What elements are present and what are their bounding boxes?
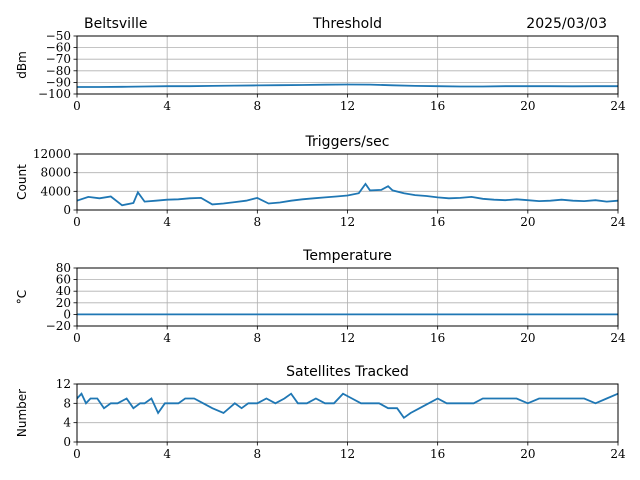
satellites-xtick-label: 8 xyxy=(254,447,262,461)
threshold-ytick-label: −80 xyxy=(46,64,71,78)
threshold-xtick-label: 24 xyxy=(610,99,626,113)
temperature-ytick-label: 0 xyxy=(63,307,71,321)
threshold-ytick-label: −60 xyxy=(46,41,71,55)
threshold-ytick-label: −90 xyxy=(46,75,71,89)
temperature-ytick-label: 40 xyxy=(56,284,71,298)
satellites-series-line xyxy=(77,392,618,420)
satellites-ytick-label: 0 xyxy=(63,435,71,449)
threshold-xtick-label: 0 xyxy=(73,99,81,113)
temperature-xtick-label: 12 xyxy=(340,331,355,345)
threshold-xtick-label: 8 xyxy=(254,99,262,113)
panel-satellites: 0 4 8 12 16 20 24 0 4 8 12 Satellites Tracked Number xyxy=(15,364,626,461)
threshold-ytick-label: −100 xyxy=(38,87,71,101)
satellites-xtick-label: 20 xyxy=(520,447,535,461)
threshold-series-line xyxy=(77,83,618,88)
satellites-ylabel: Number xyxy=(15,389,29,437)
temperature-ylabel: °C xyxy=(15,290,29,304)
satellites-ytick-label: 12 xyxy=(56,377,71,391)
temperature-xtick-label: 24 xyxy=(610,331,626,345)
temperature-xtick-label: 0 xyxy=(73,331,81,345)
panel-threshold: 0 4 8 12 16 20 24 −100−90−80−70−60−50 Threshold d… xyxy=(15,16,626,113)
triggers-xtick-label: 12 xyxy=(340,215,355,229)
satellites-title: Satellites Tracked xyxy=(286,364,409,380)
threshold-xtick-label: 20 xyxy=(520,99,535,113)
triggers-xtick-label: 16 xyxy=(430,215,445,229)
triggers-ytick-label: 8000 xyxy=(40,166,71,180)
threshold-title: Threshold xyxy=(312,16,382,32)
satellites-xtick-label: 0 xyxy=(73,447,81,461)
threshold-ylabel: dBm xyxy=(15,51,29,79)
satellites-xtick-label: 24 xyxy=(610,447,626,461)
temperature-ytick-label: 20 xyxy=(56,296,71,310)
temperature-title: Temperature xyxy=(302,248,392,264)
triggers-ylabel: Count xyxy=(15,164,29,200)
temperature-ytick-label: −20 xyxy=(46,319,71,333)
threshold-xtick-label: 4 xyxy=(163,99,171,113)
temperature-ytick-label: 60 xyxy=(56,273,71,287)
triggers-series-line xyxy=(77,182,618,207)
panel-triggers: 0 4 8 12 16 20 24 0 4000 8000 12000 Triggers/sec Cou… xyxy=(15,134,626,229)
satellites-xtick-label: 4 xyxy=(163,447,171,461)
triggers-xtick-label: 0 xyxy=(73,215,81,229)
triggers-ytick-label: 12000 xyxy=(33,147,71,161)
temperature-xtick-label: 4 xyxy=(163,331,171,345)
threshold-ytick-label: −70 xyxy=(46,52,71,66)
triggers-xtick-label: 24 xyxy=(610,215,626,229)
threshold-ytick-label: −50 xyxy=(46,29,71,43)
triggers-title: Triggers/sec xyxy=(305,134,390,150)
temperature-xtick-label: 16 xyxy=(430,331,445,345)
temperature-ytick-label: 80 xyxy=(56,261,71,275)
threshold-xtick-label: 12 xyxy=(340,99,355,113)
temperature-xtick-label: 8 xyxy=(254,331,262,345)
triggers-xtick-label: 4 xyxy=(163,215,171,229)
date-label: 2025/03/03 xyxy=(526,16,607,32)
location-label: Beltsville xyxy=(84,16,147,32)
satellites-xtick-label: 16 xyxy=(430,447,445,461)
triggers-xtick-label: 20 xyxy=(520,215,535,229)
satellites-ytick-label: 8 xyxy=(63,396,71,410)
triggers-ytick-label: 0 xyxy=(63,203,71,217)
triggers-ytick-label: 4000 xyxy=(40,184,71,198)
threshold-xtick-label: 16 xyxy=(430,99,445,113)
satellites-xtick-label: 12 xyxy=(340,447,355,461)
satellites-ytick-label: 4 xyxy=(63,416,71,430)
temperature-xtick-label: 20 xyxy=(520,331,535,345)
triggers-xtick-label: 8 xyxy=(254,215,262,229)
